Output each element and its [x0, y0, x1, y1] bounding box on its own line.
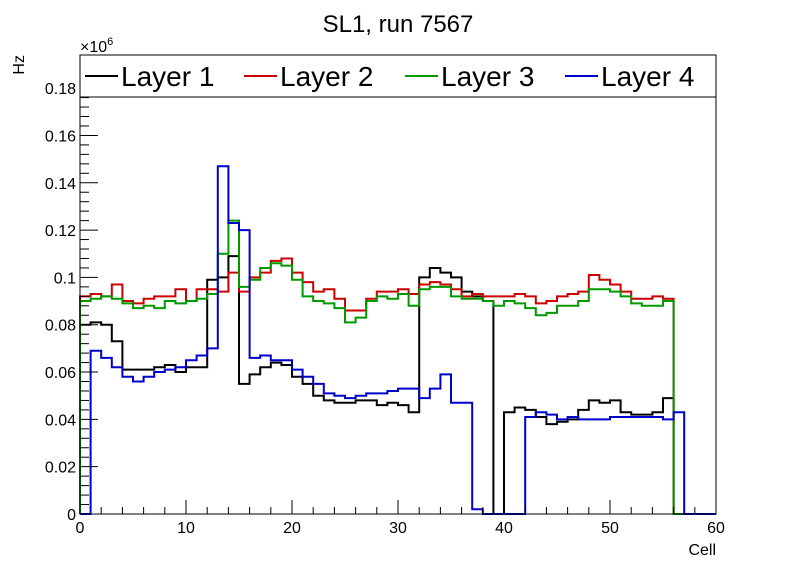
y-tick-label: 0.18: [45, 81, 76, 98]
legend-label-layer-4: Layer 4: [601, 61, 694, 92]
series-line-layer-4: [80, 165, 716, 515]
x-tick-label: 10: [177, 520, 195, 537]
y-multiplier: ×106: [80, 36, 113, 56]
series-line-layer-1: [79, 255, 716, 515]
series-line-layer-3: [79, 219, 716, 515]
y-multiplier-base: ×10: [80, 39, 107, 56]
x-tick-label: 30: [389, 520, 407, 537]
y-tick-label: 0.12: [45, 223, 76, 240]
series-layer: [79, 165, 716, 515]
legend-label-layer-1: Layer 1: [121, 61, 214, 92]
x-tick-label: 0: [76, 520, 85, 537]
legend: Layer 1 Layer 2 Layer 3 Layer 4: [79, 54, 717, 98]
x-tick-label: 50: [601, 520, 619, 537]
x-tick-label: 20: [283, 520, 301, 537]
y-tick-label: 0.08: [45, 318, 76, 335]
y-tick-label: 0.06: [45, 365, 76, 382]
plot-frame: [79, 54, 717, 515]
x-tick-label: 60: [707, 520, 725, 537]
series-line-layer-2: [79, 257, 716, 515]
y-tick-label: 0.16: [45, 128, 76, 145]
x-tick-label: 40: [495, 520, 513, 537]
axes-layer: 0 10 20 30 40 50 60 0 0.02 0.04 0.06 0.08 0.1 0.12 0.1…: [45, 59, 725, 537]
y-tick-label: 0.14: [45, 176, 76, 193]
legend-label-layer-3: Layer 3: [441, 61, 534, 92]
y-tick-label: 0.04: [45, 412, 76, 429]
y-tick-label: 0.02: [45, 460, 76, 477]
y-tick-label: 0: [67, 507, 76, 524]
y-tick-label: 0.1: [54, 270, 76, 287]
y-axis-label: Hz: [11, 55, 28, 75]
x-axis-label: Cell: [688, 542, 716, 559]
y-multiplier-exponent: 6: [107, 36, 113, 48]
legend-label-layer-2: Layer 2: [280, 61, 373, 92]
chart-title: SL1, run 7567: [323, 11, 474, 38]
